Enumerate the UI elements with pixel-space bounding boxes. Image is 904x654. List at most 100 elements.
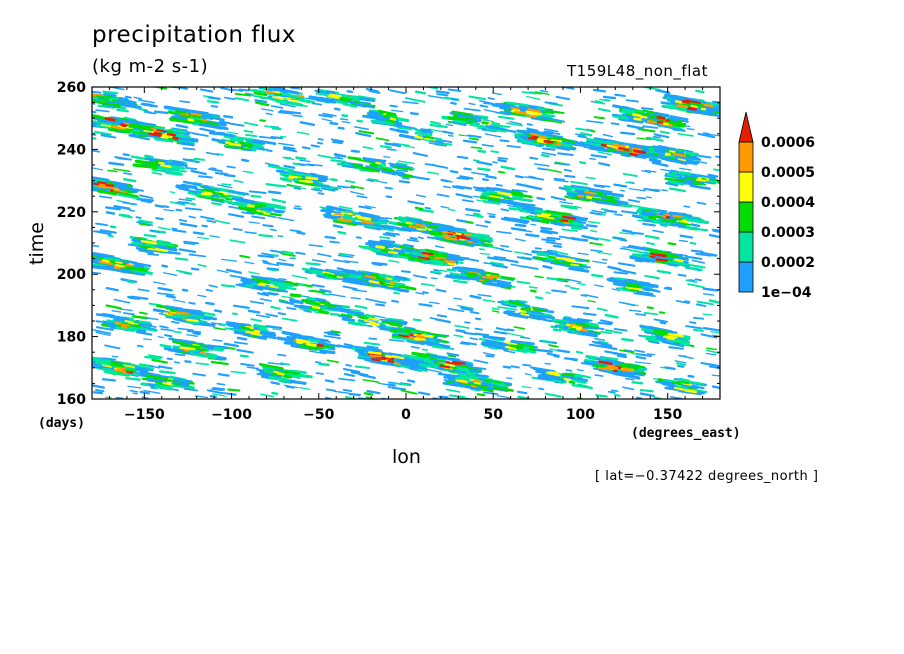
precip-streak [232,228,243,231]
precip-streak [338,205,353,210]
precip-streak [116,185,131,191]
precip-streak [210,105,219,108]
precip-streak [537,167,548,171]
precip-streak [464,321,471,324]
precip-streak [277,111,293,115]
precip-streak [157,286,173,292]
precip-streak [328,293,346,298]
chart-title: precipitation flux [92,22,296,48]
precip-streak [375,252,394,257]
precip-streak [407,379,416,383]
precip-streak [350,185,365,190]
precip-streak [226,145,250,151]
colorbar-label: 0.0005 [761,165,815,181]
precip-streak [622,246,630,249]
precip-streak [406,239,420,243]
precip-streak [171,227,178,230]
precip-streak [351,271,371,277]
precip-streak [520,229,533,233]
precip-streak [132,129,141,133]
precip-streak [585,224,598,228]
precip-streak [461,266,484,273]
precip-streak [425,248,438,254]
precip-streak [592,88,607,93]
precip-streak [113,168,131,173]
precip-streak [383,155,391,159]
precip-streak [131,242,143,246]
precip-streak [143,338,152,341]
precip-streak [154,247,169,253]
precip-streak [151,358,169,364]
precip-streak [339,97,353,101]
precip-streak [441,395,449,399]
precip-streak [267,362,285,366]
precip-streak [176,269,192,275]
precip-streak [546,352,560,358]
precip-streak [612,236,623,240]
precip-streak [375,356,383,360]
precip-streak [299,307,319,312]
precip-streak [342,215,357,222]
precip-streak [606,148,617,153]
precip-streak [171,160,184,166]
precip-streak [672,255,680,259]
precip-streak [590,154,608,159]
precip-streak [425,135,434,140]
precip-streak [614,213,623,217]
precip-streak [436,314,448,318]
precip-streak [429,354,448,360]
precip-streak [455,234,467,238]
precip-streak [251,138,277,146]
precip-streak [105,183,115,187]
precip-streak [653,318,669,323]
precip-streak [377,180,388,184]
precip-streak [317,341,341,348]
precip-streak [158,370,176,375]
precip-streak [278,258,287,262]
precip-streak [323,335,341,340]
precip-streak [323,272,337,278]
precip-streak [434,362,445,366]
precip-streak [684,99,699,104]
precip-streak [472,186,495,192]
precip-streak [389,127,398,132]
precip-streak [514,175,524,179]
precip-streak [667,179,685,186]
precip-streak [98,361,115,367]
precip-streak [174,353,186,357]
precip-streak [560,219,569,223]
precip-streak [119,123,128,127]
precip-streak [164,164,171,168]
x-axis-units: (degrees_east) [631,426,741,441]
precip-streak [601,258,608,261]
precip-streak [295,156,307,161]
precip-streak [369,163,378,168]
precip-streak [138,99,155,104]
precip-streak [453,334,464,338]
precip-streak [315,99,337,104]
precip-streak [212,339,223,342]
precip-streak [272,328,283,331]
precip-streak [299,121,315,127]
precip-streak [553,260,560,264]
precip-streak [461,199,474,203]
precip-streak [311,102,323,106]
precip-streak [154,204,164,208]
precip-streak [542,110,554,114]
precip-streak [417,236,424,240]
precip-streak [250,194,262,198]
precip-streak [281,295,294,299]
precip-streak [636,196,647,200]
precip-streak [472,159,480,163]
precip-streak [474,317,482,321]
precip-streak [177,309,205,317]
precip-streak [675,362,687,366]
precip-streak [112,190,119,193]
precip-streak [540,339,553,343]
precip-streak [172,136,179,140]
precip-streak [98,195,113,199]
precip-streak [555,95,571,101]
precip-streak [590,249,603,253]
precip-streak [427,94,444,99]
precip-streak [350,191,365,196]
